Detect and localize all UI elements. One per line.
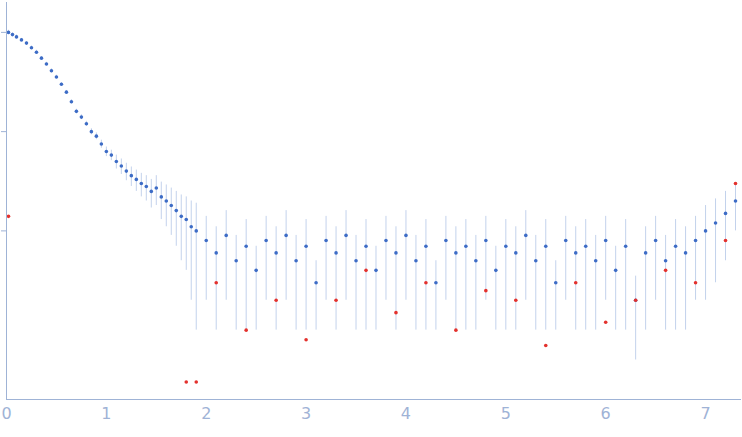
svg-text:0: 0 <box>1 404 11 423</box>
svg-text:2: 2 <box>201 404 211 423</box>
svg-text:5: 5 <box>501 404 511 423</box>
svg-text:4: 4 <box>401 404 411 423</box>
svg-text:6: 6 <box>601 404 611 423</box>
svg-text:1: 1 <box>101 404 111 423</box>
svg-text:3: 3 <box>301 404 311 423</box>
svg-text:7: 7 <box>700 404 710 423</box>
